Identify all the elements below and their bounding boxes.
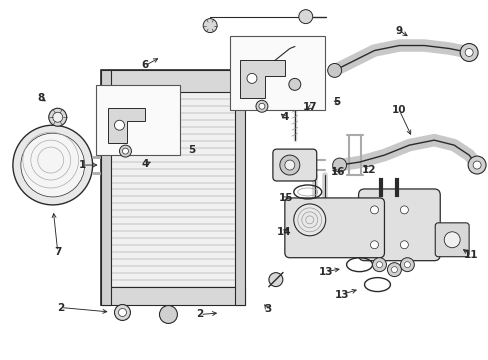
FancyBboxPatch shape (358, 189, 439, 261)
Bar (101, 71, 244, 305)
Circle shape (376, 262, 382, 268)
FancyBboxPatch shape (434, 223, 468, 257)
FancyBboxPatch shape (285, 198, 384, 258)
Circle shape (114, 305, 130, 320)
Circle shape (285, 160, 294, 170)
Circle shape (472, 161, 480, 169)
Circle shape (159, 306, 177, 323)
Circle shape (443, 232, 459, 248)
Text: 5: 5 (188, 145, 195, 155)
Circle shape (372, 258, 386, 272)
Text: 13: 13 (334, 289, 348, 300)
Text: 4: 4 (142, 159, 149, 169)
Circle shape (464, 49, 472, 57)
Circle shape (244, 93, 254, 103)
Circle shape (279, 155, 299, 175)
Circle shape (268, 273, 282, 287)
FancyBboxPatch shape (272, 149, 316, 181)
Circle shape (118, 309, 126, 316)
Circle shape (49, 108, 66, 126)
Circle shape (400, 258, 413, 272)
Circle shape (122, 148, 128, 154)
Circle shape (459, 44, 477, 62)
Text: 16: 16 (330, 167, 344, 177)
Circle shape (246, 73, 256, 84)
Circle shape (288, 78, 300, 90)
Circle shape (390, 267, 397, 273)
Text: 6: 6 (142, 60, 149, 71)
Text: 8: 8 (37, 93, 44, 103)
Circle shape (119, 145, 131, 157)
Text: 11: 11 (463, 250, 477, 260)
Text: 17: 17 (302, 102, 316, 112)
Circle shape (293, 204, 325, 236)
Circle shape (386, 263, 401, 276)
Polygon shape (240, 60, 285, 98)
Circle shape (327, 63, 341, 77)
Circle shape (114, 120, 124, 130)
Text: 10: 10 (391, 105, 406, 115)
Bar (229, 36, 324, 110)
Circle shape (53, 112, 62, 122)
Circle shape (332, 158, 346, 172)
Bar (101, 71, 244, 92)
Bar (240, 91, 258, 105)
Text: 3: 3 (264, 305, 271, 315)
Text: 5: 5 (332, 97, 340, 107)
Text: 2: 2 (57, 302, 64, 312)
Bar (101, 287, 244, 305)
Circle shape (259, 103, 264, 109)
Text: 14: 14 (276, 227, 290, 237)
Text: 7: 7 (54, 247, 61, 257)
Circle shape (203, 19, 217, 32)
Circle shape (400, 241, 407, 249)
Text: 15: 15 (278, 193, 292, 203)
Circle shape (400, 206, 407, 214)
Circle shape (13, 125, 92, 205)
Polygon shape (107, 108, 145, 143)
Circle shape (370, 241, 378, 249)
Text: 13: 13 (318, 267, 332, 276)
Text: 2: 2 (196, 310, 203, 319)
Bar (101, 71, 110, 305)
Text: 4: 4 (281, 112, 288, 122)
Text: 9: 9 (395, 26, 402, 36)
Circle shape (467, 156, 485, 174)
Circle shape (298, 10, 312, 24)
Circle shape (370, 206, 378, 214)
Text: 12: 12 (362, 165, 376, 175)
Circle shape (21, 133, 84, 197)
Circle shape (255, 100, 267, 112)
Text: 1: 1 (79, 160, 86, 170)
Bar (95, 85, 180, 155)
Bar (235, 71, 244, 305)
Circle shape (404, 262, 409, 268)
